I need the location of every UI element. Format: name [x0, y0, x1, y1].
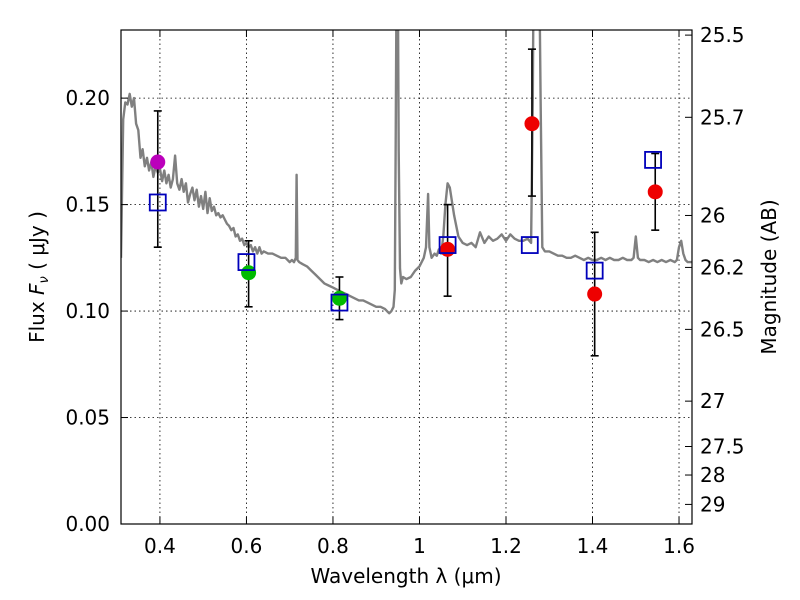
- y2-tick-label: 28: [700, 463, 725, 487]
- model-photometry-square: [644, 150, 662, 169]
- model-photometry-square: [237, 253, 256, 271]
- model-photometry-squares: [148, 150, 662, 312]
- x-tick-label: 1.2: [490, 534, 522, 558]
- observed-flux-point: [524, 116, 540, 132]
- sed-template-line: [121, 30, 692, 315]
- y2-axis-ticks: 25.5 25.7 26 26.2 26.5 27 27.5 28 29: [685, 23, 745, 516]
- y2-tick-label: 29: [700, 492, 725, 516]
- y2-tick-label: 26.2: [700, 255, 745, 279]
- observed-flux-point: [587, 286, 603, 302]
- x-tick-label: 0.4: [144, 534, 176, 558]
- observed-flux-point: [241, 265, 257, 281]
- x-tick-label: 0.6: [231, 534, 263, 558]
- x-tick-label: 0.8: [317, 534, 349, 558]
- x-tick-label: 1: [413, 534, 426, 558]
- x-tick-label: 1.4: [577, 534, 609, 558]
- x-tick-label: 1.6: [663, 534, 695, 558]
- y2-tick-label: 26.5: [700, 317, 745, 341]
- y-tick-label: 0.10: [65, 299, 110, 323]
- x-axis-label: Wavelength λ (μm): [310, 564, 501, 588]
- model-photometry-square: [520, 236, 539, 254]
- observed-flux-point: [331, 290, 347, 306]
- y-tick-label: 0.20: [65, 86, 110, 110]
- y2-tick-label: 27: [700, 389, 725, 413]
- model-photometry-square: [585, 261, 604, 280]
- y-axis-ticks: 0.00 0.05 0.10 0.15 0.20: [65, 86, 128, 536]
- observed-flux-point: [440, 241, 456, 257]
- observed-flux-point: [150, 154, 166, 170]
- y2-axis-label: Magnitude (AB): [757, 199, 781, 354]
- y2-tick-label: 26: [700, 203, 725, 227]
- model-photometry-square: [148, 193, 167, 212]
- x-axis-ticks: 0.4 0.6 0.8 1 1.2 1.4 1.6: [144, 30, 695, 558]
- y2-tick-label: 25.7: [700, 105, 745, 129]
- y-tick-label: 0.15: [65, 193, 110, 217]
- observed-flux-point: [647, 184, 663, 200]
- y2-tick-label: 25.5: [700, 23, 745, 47]
- model-photometry-square: [330, 293, 349, 312]
- plot-frame: [120, 29, 693, 525]
- grid-lines: [121, 30, 692, 524]
- y2-tick-label: 27.5: [700, 434, 745, 458]
- error-bars: [153, 48, 660, 357]
- y-tick-label: 0.05: [65, 406, 110, 430]
- model-photometry-square: [438, 236, 457, 254]
- y-axis-label: Flux Fν ( μJy ): [25, 211, 52, 343]
- y-tick-label: 0.00: [65, 512, 110, 536]
